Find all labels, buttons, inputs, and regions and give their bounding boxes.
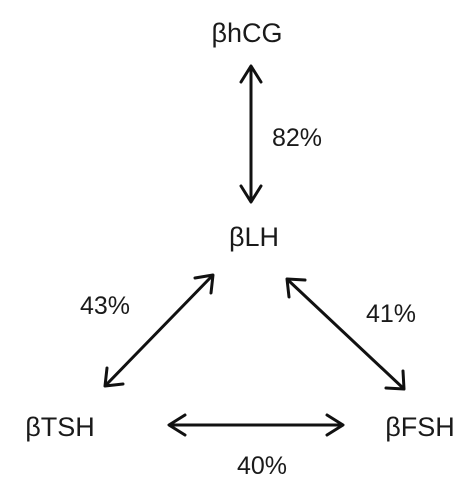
node-blh: βLH	[229, 222, 279, 252]
node-bfsh: βFSH	[385, 412, 455, 442]
edge-label-bhcg-blh: 82%	[272, 124, 322, 152]
edge-blh-btsh	[103, 273, 215, 388]
edge-label-blh-btsh: 43%	[80, 292, 130, 320]
node-bhcg: βhCG	[211, 18, 282, 48]
edge-blh-bfsh	[285, 277, 406, 391]
edge-btsh-bfsh	[167, 413, 345, 437]
node-btsh: βTSH	[25, 412, 95, 442]
edge-label-btsh-bfsh: 40%	[237, 452, 287, 480]
edge-label-blh-bfsh: 41%	[366, 300, 416, 328]
edge-bhcg-blh	[239, 64, 263, 204]
